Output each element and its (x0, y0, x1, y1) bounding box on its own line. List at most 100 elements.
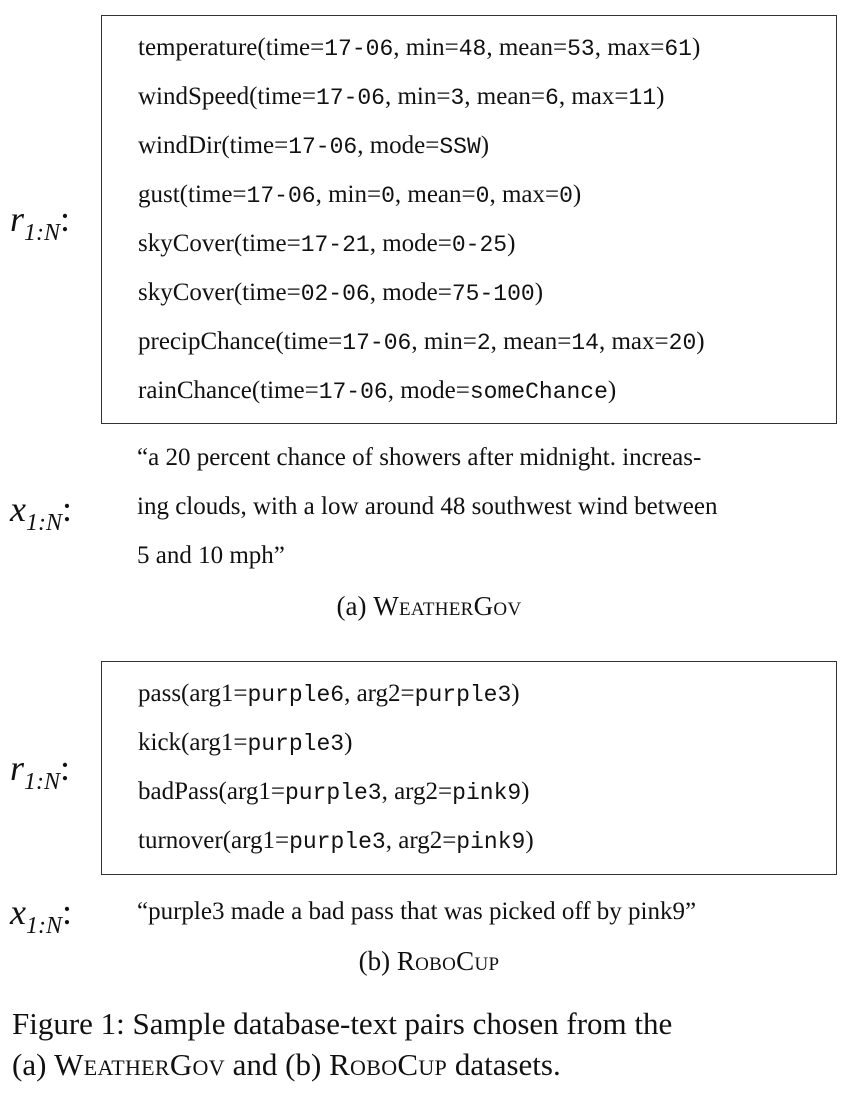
record-text: ) (656, 83, 665, 110)
record-value: 61 (664, 36, 692, 62)
figcap-a-prefix: (a) (12, 1047, 55, 1082)
record-line: rainChance(time=17-06, mode=someChance) (138, 376, 616, 407)
record-value: pink9 (456, 829, 526, 855)
record-text: , min= (315, 181, 382, 208)
panel-b-caption: (b) RoboCup (0, 945, 858, 977)
record-text: ) (507, 230, 516, 257)
figure-caption-line-1: Figure 1: Sample database-text pairs cho… (12, 1006, 673, 1041)
panel-a-caption: (a) WeatherGov (0, 590, 858, 622)
record-text: , max= (598, 328, 669, 355)
panel-a-records-box: temperature(time=17-06, min=48, mean=53,… (101, 15, 837, 424)
record-text: , min= (393, 34, 459, 61)
panel-a-caption-prefix: (a) (336, 591, 374, 621)
record-value: SSW (439, 134, 481, 160)
record-line: windDir(time=17-06, mode=SSW) (138, 131, 489, 162)
record-line: precipChance(time=17-06, min=2, mean=14,… (138, 327, 705, 358)
record-text: , mode= (369, 279, 452, 306)
record-value: 02-06 (300, 281, 370, 307)
text-colon: : (61, 489, 72, 529)
record-value: purple6 (247, 682, 345, 708)
record-line: gust(time=17-06, min=0, mean=0, max=0) (138, 180, 581, 211)
record-text: windDir(time= (138, 132, 289, 159)
text-sub: 1:N (25, 913, 62, 939)
record-value: 75-100 (451, 281, 535, 307)
record-text: ) (511, 680, 520, 707)
record-value: 0 (559, 183, 573, 209)
record-line: windSpeed(time=17-06, min=3, mean=6, max… (138, 82, 664, 113)
panel-b-text-label: x1:N: (10, 892, 72, 946)
panel-a-records-label: r1:N: (10, 199, 70, 253)
records-sub: 1:N (24, 769, 61, 795)
text-colon: : (61, 892, 72, 932)
records-colon: : (60, 748, 71, 788)
record-line: skyCover(time=02-06, mode=75-100) (138, 278, 543, 309)
records-colon: : (60, 199, 71, 239)
record-text: , mean= (486, 34, 568, 61)
record-value: 48 (458, 36, 487, 62)
record-text: , mode= (369, 230, 452, 257)
record-value: purple3 (414, 682, 512, 708)
record-value: 17-06 (318, 379, 388, 405)
record-text: skyCover(time= (138, 279, 301, 306)
record-value: 17-06 (246, 183, 316, 209)
text-var: x (10, 489, 26, 529)
figcap-name-b: RoboCup (329, 1047, 448, 1082)
record-text: turnover(arg1= (138, 827, 290, 854)
record-value: 0 (381, 183, 395, 209)
record-text: ) (572, 181, 582, 208)
records-sub: 1:N (24, 220, 61, 246)
text-sub: 1:N (25, 510, 62, 536)
record-text: ) (607, 377, 617, 404)
record-text: , max= (558, 83, 629, 110)
record-text: , mean= (464, 83, 546, 110)
record-line: pass(arg1=purple6, arg2=purple3) (138, 679, 520, 710)
record-text: windSpeed(time= (138, 83, 316, 110)
panel-a-text-line: ing clouds, with a low around 48 southwe… (137, 493, 718, 520)
record-text: ) (525, 827, 534, 854)
record-text: , min= (384, 83, 451, 110)
record-value: 17-06 (315, 85, 385, 111)
record-line: temperature(time=17-06, min=48, mean=53,… (138, 33, 700, 64)
record-line: turnover(arg1=purple3, arg2=pink9) (138, 826, 534, 857)
record-value: purple3 (289, 829, 386, 855)
figcap-end: datasets. (447, 1047, 561, 1082)
record-text: ) (344, 729, 353, 756)
record-text: ) (696, 328, 705, 355)
panel-b-caption-prefix: (b) (358, 946, 397, 976)
record-value: 0 (475, 183, 490, 209)
panel-a-text-line: 5 and 10 mph” (137, 542, 285, 569)
record-value: purple3 (247, 731, 345, 757)
record-line: kick(arg1=purple3) (138, 728, 352, 759)
record-text: badPass(arg1= (138, 778, 285, 805)
record-line: skyCover(time=17-21, mode=0-25) (138, 229, 515, 260)
record-text: precipChance(time= (138, 328, 343, 355)
record-text: ) (521, 778, 530, 805)
panel-b-records-box: pass(arg1=purple6, arg2=purple3) kick(arg… (101, 661, 837, 875)
record-text: , arg2= (385, 827, 457, 854)
record-value: 17-06 (288, 134, 358, 160)
record-text: ) (480, 132, 490, 159)
records-var: r (10, 748, 25, 788)
panel-b-records-label: r1:N: (10, 748, 70, 802)
record-text: kick(arg1= (138, 729, 248, 756)
record-text: rainChance(time= (138, 377, 319, 404)
record-text: , mode= (387, 377, 470, 404)
record-text: , mean= (490, 328, 572, 355)
figcap-mid: and (b) (224, 1047, 330, 1082)
text-var: x (10, 892, 26, 932)
record-value: someChance (469, 379, 608, 405)
record-text: gust(time= (138, 181, 247, 208)
record-value: 17-06 (342, 330, 412, 356)
panel-a-caption-name: WeatherGov (373, 591, 522, 621)
record-text: , min= (411, 328, 477, 355)
panel-a-text-line: “a 20 percent chance of showers after mi… (137, 444, 702, 471)
record-text: temperature(time= (138, 34, 325, 61)
record-value: 11 (628, 85, 657, 111)
record-value: 14 (571, 330, 599, 356)
record-value: 6 (545, 85, 559, 111)
record-value: purple3 (284, 780, 382, 806)
panel-b-text-line: “purple3 made a bad pass that was picked… (137, 898, 697, 925)
panel-a-text-label: x1:N: (10, 489, 72, 543)
record-value: pink9 (452, 780, 522, 806)
record-text: skyCover(time= (138, 230, 301, 257)
